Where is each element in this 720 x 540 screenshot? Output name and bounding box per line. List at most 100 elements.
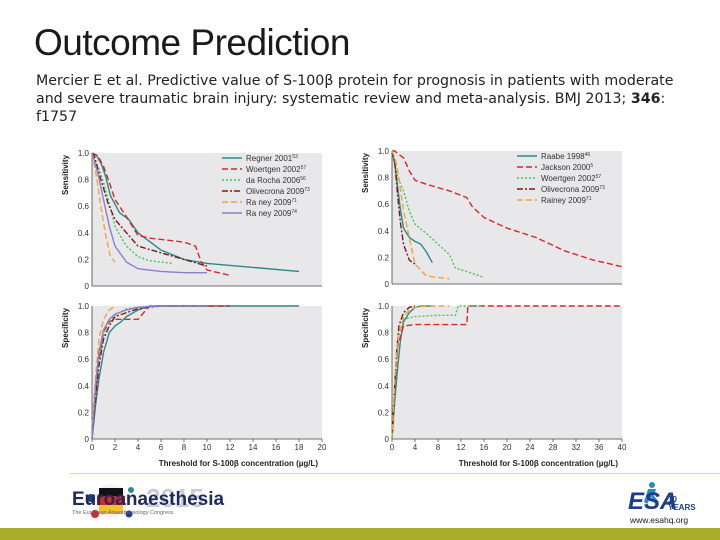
esa-url: www.esahq.org xyxy=(630,515,689,525)
footer-divider xyxy=(70,473,720,474)
xtick-label: 32 xyxy=(572,443,581,452)
right-specificity-plot-area xyxy=(392,306,622,439)
legend-ref: 71 xyxy=(586,196,592,202)
xtick-label: 20 xyxy=(318,443,327,452)
series-line-3 xyxy=(391,305,416,440)
esa-anniversary: 10 YEARS xyxy=(668,496,696,512)
ytick-label: 0.2 xyxy=(78,255,90,264)
xtick-label: 20 xyxy=(503,443,512,452)
series-line-3 xyxy=(391,150,416,265)
legend-label: Jackson 20005 xyxy=(541,163,593,172)
xtick-label: 10 xyxy=(203,443,212,452)
esa-years-number: 10 xyxy=(668,495,677,504)
right-sensitivity-plot-area xyxy=(392,151,622,284)
legend-label: Woertgen 200257 xyxy=(541,174,601,183)
citation-text: Mercier E et al. Predictive value of S-1… xyxy=(36,73,674,107)
legend-ref: 5 xyxy=(590,163,593,169)
legend-ref: 56 xyxy=(300,176,306,182)
ytick-label: 0.4 xyxy=(378,227,390,236)
series-line-4 xyxy=(391,150,450,280)
left-specificity-panel: 0 0.2 0.4 0.6 0.8 1.0 0 2 4 6 8 10 12 14 16 18 20 Specifi… xyxy=(61,302,327,468)
series-line-4 xyxy=(91,152,116,263)
series-line-2 xyxy=(391,150,485,279)
xtick-label: 40 xyxy=(618,443,627,452)
ytick-label: 0.4 xyxy=(78,229,90,238)
legend-ref: 71 xyxy=(291,198,297,204)
legend-label: Olivecrona 200973 xyxy=(541,185,605,194)
legend-label: Rainey 200971 xyxy=(541,196,592,205)
legend-ref: 46 xyxy=(585,152,591,158)
ytick-label: 0.8 xyxy=(378,174,390,183)
ytick-label: 1.0 xyxy=(78,149,90,158)
ytick-label: 0.6 xyxy=(78,355,90,364)
ytick-label: 0.6 xyxy=(378,200,390,209)
legend-label: Olivecrona 200973 xyxy=(246,187,310,196)
legend-label: Raabe 199846 xyxy=(541,152,590,161)
ytick-label: 0.8 xyxy=(78,176,90,185)
y-axis-label: Sensitivity xyxy=(61,154,70,195)
series-line-3 xyxy=(91,152,208,267)
ytick-label: 0.6 xyxy=(78,202,90,211)
legend-ref: 73 xyxy=(304,187,310,193)
legend-ref: 57 xyxy=(301,165,307,171)
xtick-label: 14 xyxy=(249,443,258,452)
legend-ref: 73 xyxy=(599,185,605,191)
legend-label: Woertgen 200257 xyxy=(246,165,306,174)
left-sensitivity-panel: 0 0.2 0.4 0.6 0.8 1.0 Sensitivity Regner 200153… xyxy=(61,149,322,291)
ytick-label: 1.0 xyxy=(378,302,390,311)
citation-pages: : f1757 xyxy=(36,91,666,125)
xtick-label: 12 xyxy=(226,443,235,452)
y-axis-label: Specificity xyxy=(61,307,70,348)
legend-label: Ra ney 200971 xyxy=(246,198,297,207)
xtick-label: 36 xyxy=(595,443,604,452)
legend-ref: 53 xyxy=(292,154,298,160)
ytick-label: 0.2 xyxy=(78,408,90,417)
x-axis-label: Threshold for S-100β concentration (µg/L… xyxy=(459,459,619,468)
citation-volume: 346 xyxy=(630,91,661,107)
euroanaesthesia-subtitle: The European Anaesthesiology Congress xyxy=(72,510,174,516)
xtick-label: 18 xyxy=(295,443,304,452)
xtick-label: 8 xyxy=(436,443,441,452)
citation: Mercier E et al. Predictive value of S-1… xyxy=(36,72,696,126)
ytick-label: 0.2 xyxy=(378,253,390,262)
footer-accent-bar xyxy=(0,528,720,540)
series-line-4 xyxy=(391,305,450,440)
esa-runner-icon xyxy=(644,482,659,504)
series-line-0 xyxy=(391,305,433,440)
xtick-label: 6 xyxy=(159,443,164,452)
x-axis-label: Threshold for S-100β concentration (µg/L… xyxy=(159,459,319,468)
series-line-5 xyxy=(91,152,207,274)
slide-title: Outcome Prediction xyxy=(34,22,350,63)
right-sensitivity-panel: 0 0.2 0.4 0.6 0.8 1.0 Sensitivity Raabe 199846 J… xyxy=(361,147,623,289)
xtick-label: 0 xyxy=(90,443,95,452)
euroanaesthesia-brand: Euroanaesthesia xyxy=(72,489,225,510)
ytick-label: 0 xyxy=(385,435,390,444)
ytick-label: 1.0 xyxy=(378,147,390,156)
series-line-5 xyxy=(91,305,207,440)
esa-brand: ESA xyxy=(628,488,678,515)
xtick-label: 2 xyxy=(113,443,118,452)
esa-years-word: YEARS xyxy=(668,503,696,512)
legend-ref: 74 xyxy=(291,209,297,215)
euroanaesthesia-flag-logo xyxy=(87,484,134,518)
legend-label: Regner 200153 xyxy=(246,154,298,163)
xtick-label: 24 xyxy=(526,443,535,452)
series-line-1 xyxy=(91,152,231,277)
xtick-label: 0 xyxy=(390,443,395,452)
ytick-label: 0.2 xyxy=(378,408,390,417)
ytick-label: 1.0 xyxy=(78,302,90,311)
legend-ref: 57 xyxy=(596,174,602,180)
ytick-label: 0.8 xyxy=(78,329,90,338)
xtick-label: 16 xyxy=(480,443,489,452)
y-axis-label: Sensitivity xyxy=(361,152,370,193)
xtick-label: 4 xyxy=(136,443,141,452)
ytick-label: 0 xyxy=(385,280,390,289)
xtick-label: 8 xyxy=(182,443,187,452)
legend-label: da Rocha 200656 xyxy=(246,176,306,185)
xtick-label: 16 xyxy=(272,443,281,452)
series-line-1 xyxy=(392,150,623,268)
y-axis-label: Specificity xyxy=(361,307,370,348)
series-line-2 xyxy=(91,152,173,265)
ytick-label: 0.4 xyxy=(378,382,390,391)
left-specificity-plot-area xyxy=(92,306,322,439)
